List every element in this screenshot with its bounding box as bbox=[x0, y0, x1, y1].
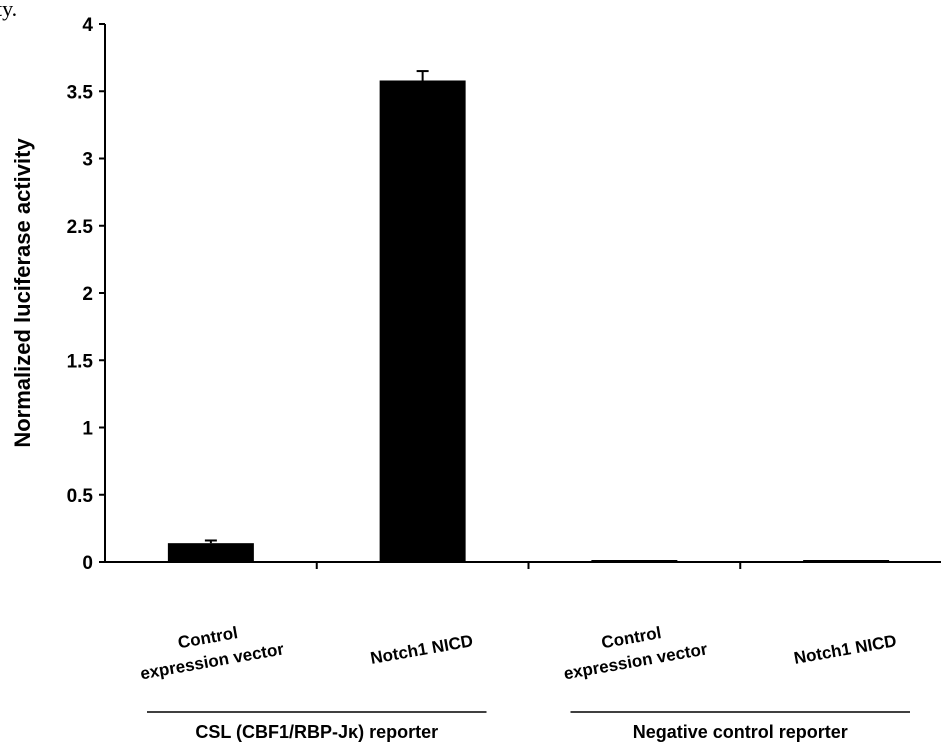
y-tick-label: 1 bbox=[82, 419, 93, 440]
y-tick-label: 1.5 bbox=[67, 351, 94, 372]
bar bbox=[167, 543, 254, 562]
y-ticks: 0 0.5 1 1.5 2 2.5 3 3.5 4 bbox=[67, 15, 105, 574]
error-bars bbox=[204, 70, 429, 544]
y-tick-label: 0.5 bbox=[67, 486, 94, 507]
x-ticks bbox=[315, 562, 742, 569]
bar bbox=[591, 560, 678, 562]
group-label: CSL (CBF1/RBP-Jκ) reporter bbox=[195, 722, 438, 742]
category-label: Notch1 NICD bbox=[369, 631, 475, 668]
group-labels: CSL (CBF1/RBP-Jκ) reporter Negative contr… bbox=[147, 711, 910, 742]
y-tick-label: 3.5 bbox=[67, 82, 94, 103]
y-tick-label: 0 bbox=[82, 553, 93, 574]
group-label: Negative control reporter bbox=[633, 722, 848, 742]
bars bbox=[167, 80, 890, 563]
y-tick-label: 2 bbox=[82, 284, 93, 305]
category-label: Notch1 NICD bbox=[792, 631, 898, 668]
caption-fragment: ty. bbox=[0, 0, 17, 21]
category-label-line: Notch1 NICD bbox=[369, 631, 475, 668]
y-tick-label: 3 bbox=[82, 150, 93, 171]
category-label-line: Notch1 NICD bbox=[792, 631, 898, 668]
y-tick-label: 4 bbox=[82, 15, 93, 36]
y-axis-label: Normalized luciferase activity bbox=[10, 138, 35, 448]
bar bbox=[803, 560, 890, 562]
y-tick-label: 2.5 bbox=[67, 217, 94, 238]
axes bbox=[104, 24, 941, 563]
bar bbox=[379, 80, 466, 563]
